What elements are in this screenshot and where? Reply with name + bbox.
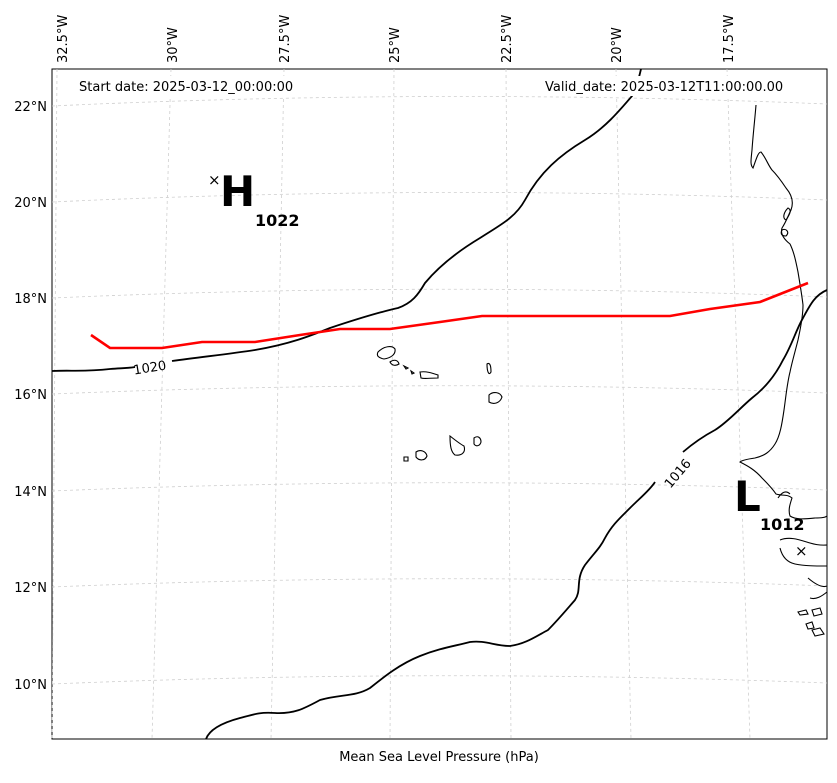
parallel-18n	[51, 288, 828, 299]
meridian-30w	[151, 68, 172, 740]
island-maio	[473, 436, 482, 447]
meridian-17-5w	[726, 68, 751, 740]
lon-label-30w: 30°W	[166, 27, 181, 63]
island-santiago	[449, 434, 466, 456]
parallel-12n	[51, 578, 828, 588]
meridian-20w	[615, 68, 632, 740]
island-sao-nicolau	[419, 371, 439, 379]
island-fogo	[415, 450, 428, 461]
lat-label-20n: 20°N	[14, 196, 47, 211]
track-line	[90, 281, 809, 350]
bissagos-islands	[797, 607, 825, 637]
isobar-1016-line	[205, 289, 828, 740]
high-letter: H	[220, 167, 255, 216]
island-brava	[403, 456, 409, 462]
island-santa-luzia	[402, 364, 416, 375]
lon-label-27-5w: 27.5°W	[278, 15, 293, 63]
latitude-axis-labels: 22°N 20°N 18°N 16°N 14°N 12°N 10°N	[14, 100, 47, 693]
cape-verde-islands	[376, 346, 503, 462]
parallel-10n	[51, 675, 828, 685]
lon-label-17-5w: 17.5°W	[722, 15, 737, 63]
lon-label-32-5w: 32.5°W	[56, 15, 71, 63]
lat-label-12n: 12°N	[14, 581, 47, 596]
africa-coastline	[739, 104, 828, 600]
lat-label-10n: 10°N	[14, 678, 47, 693]
lat-label-22n: 22°N	[14, 100, 47, 115]
parallel-14n	[51, 482, 828, 492]
map-caption: Mean Sea Level Pressure (hPa)	[339, 750, 539, 765]
meridian-32-5w	[51, 68, 58, 740]
lon-label-25w: 25°W	[388, 27, 403, 63]
island-boa-vista	[488, 392, 503, 404]
start-date-bg	[74, 76, 312, 96]
island-sao-vicente	[389, 359, 400, 366]
low-center-marker: ×	[795, 542, 808, 560]
parallel-20n	[51, 192, 828, 203]
lat-label-16n: 16°N	[14, 388, 47, 403]
meridian-22-5w	[505, 68, 512, 740]
island-sal	[486, 362, 492, 375]
grid-meridians	[51, 68, 751, 740]
high-pressure-value: 1022	[255, 211, 300, 230]
meridian-25w	[389, 68, 395, 740]
low-letter: L	[734, 472, 761, 521]
lat-label-18n: 18°N	[14, 292, 47, 307]
isobar-1020-line	[51, 68, 642, 372]
isobar-1020-label: 1020	[132, 359, 167, 379]
high-pressure-center: × H 1022	[208, 167, 300, 230]
start-date-label: Start date: 2025-03-12_00:00:00	[79, 80, 293, 95]
valid-date-bg	[540, 76, 804, 96]
high-center-marker: ×	[208, 171, 221, 189]
map-panel: 1020 1016 × H 1022 L	[51, 68, 828, 740]
low-pressure-value: 1012	[760, 515, 805, 534]
longitude-axis-labels: 32.5°W 30°W 27.5°W 25°W 22.5°W 20°W 17.5…	[56, 15, 737, 63]
low-pressure-center: L 1012 ×	[734, 472, 808, 560]
parallel-22n	[51, 96, 828, 107]
map-frame	[51, 68, 828, 740]
parallel-16n	[51, 385, 828, 395]
africa-coast-detail	[777, 207, 791, 499]
lon-label-22-5w: 22.5°W	[500, 15, 515, 63]
island-santo-antao	[376, 346, 396, 360]
lat-label-14n: 14°N	[14, 485, 47, 500]
lon-label-20w: 20°W	[610, 27, 625, 63]
meridian-27-5w	[270, 68, 285, 740]
valid-date-label: Valid_date: 2025-03-12T11:00:00.00	[545, 80, 783, 95]
grid-parallels	[51, 96, 828, 685]
